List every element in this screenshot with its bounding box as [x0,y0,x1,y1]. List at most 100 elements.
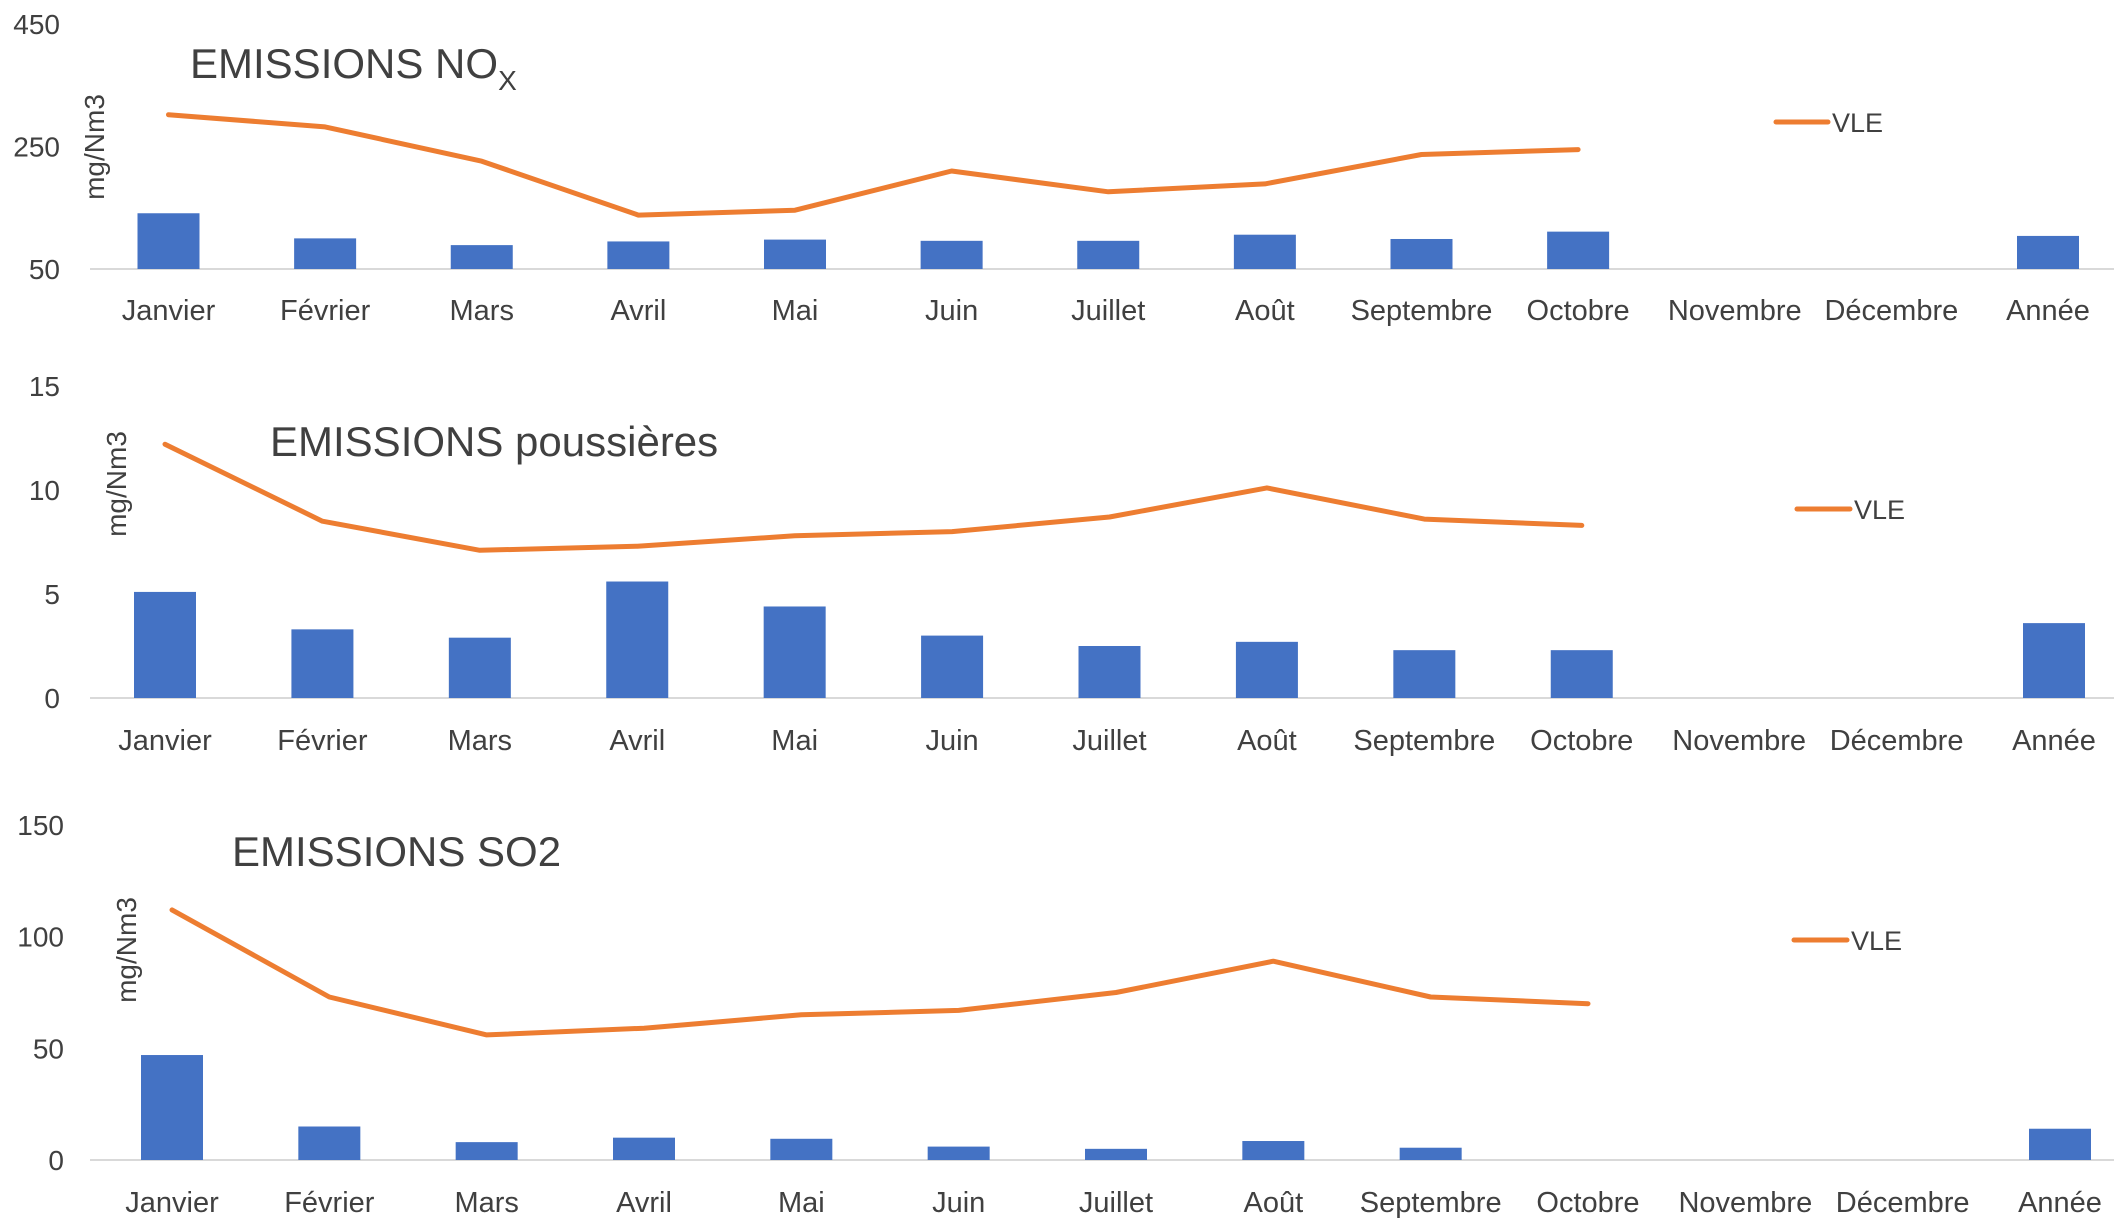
y-tick-label: 450 [13,9,60,40]
bar [1085,1148,1147,1160]
bar [455,1142,518,1160]
x-tick-label: Mai [778,1187,825,1218]
bar [1399,1147,1462,1160]
x-tick-label: Novembre [1678,1187,1812,1218]
x-tick-label: Juin [925,725,978,757]
x-tick-label: Août [1235,295,1295,327]
bar [1390,238,1453,269]
x-tick-label: Octobre [1530,725,1633,757]
legend-label-vle: VLE [1854,495,1905,525]
bar [2017,235,2079,269]
series-line-vle [169,907,1591,1038]
x-tick-label: Septembre [1351,295,1493,327]
y-tick-label: 50 [33,1033,64,1064]
series-line-vle [166,112,1581,218]
chart-title-subscript: X [498,65,517,96]
bar [291,629,354,698]
y-tick-label: 100 [17,922,64,953]
y-tick-label: 15 [29,371,60,402]
x-tick-label: Juin [932,1187,985,1218]
x-tick-label: Août [1237,725,1297,757]
x-tick-label: Juillet [1071,295,1145,327]
y-tick-label: 5 [44,579,60,610]
bar [450,245,513,269]
legend-label-vle: VLE [1851,926,1902,956]
bar [1393,650,1456,698]
x-tick-label: Août [1243,1187,1303,1218]
y-tick-label: 50 [29,254,60,285]
legend: VLE [1791,926,1902,956]
bar [2023,623,2085,698]
x-tick-label: Janvier [125,1187,219,1218]
x-tick-label: Janvier [118,725,212,757]
chart-title: EMISSIONS NOX [190,40,517,96]
x-tick-label: Novembre [1672,725,1806,757]
chart-title: EMISSIONS poussières [270,418,718,465]
x-tick-label: Octobre [1527,295,1630,327]
x-tick-label: Avril [616,1187,672,1218]
x-tick-label: Année [2018,1187,2102,1218]
x-tick-label: Avril [609,725,665,757]
chart-panel-2: 15 10 5 0 Janvier Février Mars Avril Mai Juin Juil… [29,371,2114,757]
bar [770,1138,833,1160]
bar [763,606,826,698]
x-tick-label: Année [2012,725,2096,757]
legend: VLE [1794,495,1905,525]
y-axis-label: mg/Nm3 [101,431,132,537]
bar [1547,231,1610,269]
bar [764,239,826,269]
bar [1077,240,1140,269]
x-tick-label: Janvier [122,295,216,327]
y-tick-label: 150 [17,810,64,841]
x-tick-label: Février [277,725,368,757]
x-tick-label: Mai [772,295,819,327]
x-tick-label: Décembre [1836,1187,1970,1218]
y-tick-label: 0 [48,1145,64,1176]
bar [137,213,200,269]
x-tick-label: Mai [771,725,818,757]
y-axis-label: mg/Nm3 [111,897,142,1003]
bar [613,1137,675,1160]
chart-panel-1: 450 250 50 Janvier Février Mars Avril Mai Juin Ju… [13,9,2114,327]
bar [1233,234,1296,269]
bar [134,591,196,698]
x-tick-label: Décembre [1830,725,1964,757]
bar [294,238,357,269]
bar [920,240,983,269]
y-tick-label: 0 [44,683,60,714]
legend: VLE [1773,108,1883,138]
series-line-vle [162,441,1585,553]
bar [921,635,984,698]
x-tick-label: Septembre [1360,1187,1502,1218]
bar [298,1126,361,1160]
x-tick-label: Année [2006,295,2090,327]
y-tick-label: 250 [13,132,60,163]
bar [448,637,511,698]
x-tick-label: Juillet [1079,1187,1153,1218]
x-tick-label: Février [280,295,371,327]
x-tick-label: Novembre [1668,295,1802,327]
x-tick-label: Septembre [1353,725,1495,757]
bar [606,581,669,698]
x-tick-label: Juin [925,295,978,327]
bar [1235,641,1298,698]
x-tick-label: Mars [450,295,514,327]
bar [1242,1141,1305,1160]
bar [607,241,670,269]
x-tick-label: Avril [610,295,666,327]
bar [1550,650,1613,698]
x-tick-label: Mars [454,1187,518,1218]
bar [141,1055,203,1160]
x-tick-label: Mars [448,725,512,757]
bar [927,1146,990,1160]
y-tick-label: 10 [29,475,60,506]
bar [1078,646,1141,698]
x-tick-label: Février [284,1187,375,1218]
y-axis-label: mg/Nm3 [79,94,110,200]
legend-label-vle: VLE [1832,108,1883,138]
x-tick-label: Décembre [1824,295,1958,327]
chart-title: EMISSIONS SO2 [232,828,561,875]
chart-panel-3: 150 100 50 0 Janvier Février Mars Avril Mai Juin J… [17,810,2114,1219]
x-tick-label: Juillet [1072,725,1146,757]
